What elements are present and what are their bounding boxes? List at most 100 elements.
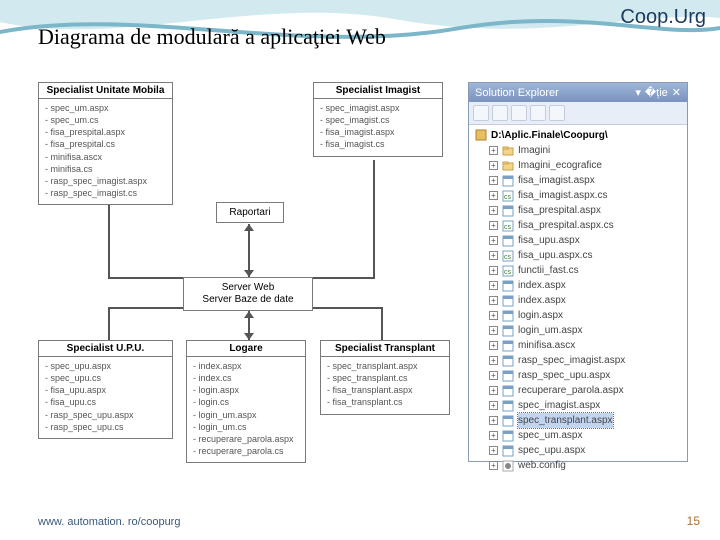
expand-icon[interactable]: + xyxy=(489,236,498,245)
tree-item[interactable]: +web.config xyxy=(489,458,683,473)
toolbar-button[interactable] xyxy=(511,105,527,121)
expand-icon[interactable]: + xyxy=(489,386,498,395)
expand-icon[interactable]: + xyxy=(489,206,498,215)
tree-item[interactable]: +csfisa_upu.aspx.cs xyxy=(489,248,683,263)
box-specialist-imagist: Specialist Imagist - spec_imagist.aspx- … xyxy=(313,82,443,157)
svg-text:cs: cs xyxy=(504,254,512,261)
box-title: Specialist Unitate Mobila xyxy=(39,83,172,99)
tree-item-label: index.aspx xyxy=(518,278,566,293)
toolbar-button[interactable] xyxy=(549,105,565,121)
box-label-line: Server Baze de date xyxy=(190,294,306,306)
tree-item[interactable]: +csfisa_prespital.aspx.cs xyxy=(489,218,683,233)
tree-list: + Imagini + Imagini_ecografice + fisa_imagist… xyxy=(489,143,683,473)
expand-icon[interactable]: + xyxy=(489,221,498,230)
solution-explorer: Solution Explorer ▾ �ție ✕ D:\Aplic.Fina… xyxy=(468,82,688,462)
expand-icon[interactable]: + xyxy=(489,296,498,305)
file-icon xyxy=(502,430,514,442)
expand-icon[interactable]: + xyxy=(489,191,498,200)
tree-item[interactable]: +spec_transplant.aspx xyxy=(489,413,683,428)
list-item: - fisa_prespital.aspx xyxy=(45,126,166,138)
tree-item-label: Imagini xyxy=(518,143,550,158)
brand-label: Coop.Urg xyxy=(620,6,706,29)
box-label: Raportari xyxy=(229,207,270,218)
expand-icon[interactable]: + xyxy=(489,326,498,335)
box-items: - index.aspx- index.cs- login.aspx- logi… xyxy=(187,357,305,462)
tree-item[interactable]: + fisa_imagist.aspx xyxy=(489,173,683,188)
file-icon: cs xyxy=(502,265,514,277)
tree-item[interactable]: + Imagini xyxy=(489,143,683,158)
slide-title: Diagrama de modulară a aplicaţiei Web xyxy=(38,24,386,50)
box-title: Specialist U.P.U. xyxy=(39,341,172,357)
expand-icon[interactable]: + xyxy=(489,281,498,290)
expand-icon[interactable]: + xyxy=(489,341,498,350)
expand-icon[interactable]: + xyxy=(489,176,498,185)
tree-item-label: spec_imagist.aspx xyxy=(518,398,600,413)
tree-item[interactable]: +csfisa_imagist.aspx.cs xyxy=(489,188,683,203)
tree-item-label: spec_upu.aspx xyxy=(518,443,585,458)
tree-item-label: fisa_prespital.aspx.cs xyxy=(518,218,614,233)
list-item: - fisa_transplant.cs xyxy=(327,396,443,408)
tree-item-label: login.aspx xyxy=(518,308,563,323)
expand-icon[interactable]: + xyxy=(489,251,498,260)
box-server: Server Web Server Baze de date xyxy=(183,277,313,311)
list-item: - fisa_transplant.aspx xyxy=(327,384,443,396)
file-icon: cs xyxy=(502,250,514,262)
tree-root[interactable]: D:\Aplic.Finale\Coopurg\ xyxy=(475,129,683,141)
box-title: Logare xyxy=(187,341,305,357)
box-title: Specialist Transplant xyxy=(321,341,449,357)
tree-item-label: fisa_imagist.aspx xyxy=(518,173,595,188)
tree-item[interactable]: +login_um.aspx xyxy=(489,323,683,338)
expand-icon[interactable]: + xyxy=(489,401,498,410)
tree-item[interactable]: +rasp_spec_imagist.aspx xyxy=(489,353,683,368)
tree-item[interactable]: +minifisa.ascx xyxy=(489,338,683,353)
toolbar-button[interactable] xyxy=(473,105,489,121)
list-item: - spec_imagist.cs xyxy=(320,114,436,126)
tree-item[interactable]: + login.aspx xyxy=(489,308,683,323)
expand-icon[interactable]: + xyxy=(489,161,498,170)
tree-item[interactable]: +index.aspx xyxy=(489,293,683,308)
expand-icon[interactable]: + xyxy=(489,266,498,275)
file-icon: cs xyxy=(502,190,514,202)
toolbar-button[interactable] xyxy=(492,105,508,121)
tree-item[interactable]: + spec_imagist.aspx xyxy=(489,398,683,413)
box-specialist-transplant: Specialist Transplant - spec_transplant.… xyxy=(320,340,450,415)
list-item: - spec_upu.cs xyxy=(45,372,166,384)
explorer-tree: D:\Aplic.Finale\Coopurg\ + Imagini + Imagin… xyxy=(469,125,687,477)
pin-icon[interactable]: ▾ xyxy=(635,86,641,99)
tree-root-label: D:\Aplic.Finale\Coopurg\ xyxy=(491,130,608,141)
box-specialist-mobila: Specialist Unitate Mobila - spec_um.aspx… xyxy=(38,82,173,205)
tree-item[interactable]: + Imagini_ecografice xyxy=(489,158,683,173)
file-icon xyxy=(502,385,514,397)
autohide-icon[interactable]: �ție xyxy=(645,86,668,99)
expand-icon[interactable]: + xyxy=(489,446,498,455)
close-icon[interactable]: ✕ xyxy=(672,86,681,99)
list-item: - spec_transplant.cs xyxy=(327,372,443,384)
tree-item-label: Imagini_ecografice xyxy=(518,158,602,173)
tree-item[interactable]: +rasp_spec_upu.aspx xyxy=(489,368,683,383)
list-item: - rasp_spec_imagist.cs xyxy=(45,187,166,199)
tree-item[interactable]: +spec_um.aspx xyxy=(489,428,683,443)
file-icon xyxy=(502,280,514,292)
box-items: - spec_imagist.aspx- spec_imagist.cs- fi… xyxy=(314,99,442,156)
tree-item[interactable]: +csfunctii_fast.cs xyxy=(489,263,683,278)
tree-item[interactable]: +fisa_upu.aspx xyxy=(489,233,683,248)
expand-icon[interactable]: + xyxy=(489,371,498,380)
toolbar-button[interactable] xyxy=(530,105,546,121)
expand-icon[interactable]: + xyxy=(489,431,498,440)
tree-item-label: fisa_prespital.aspx xyxy=(518,203,601,218)
tree-item[interactable]: + fisa_prespital.aspx xyxy=(489,203,683,218)
expand-icon[interactable]: + xyxy=(489,311,498,320)
tree-item[interactable]: + spec_upu.aspx xyxy=(489,443,683,458)
list-item: - login_um.aspx xyxy=(193,409,299,421)
expand-icon[interactable]: + xyxy=(489,461,498,470)
box-logare: Logare - index.aspx- index.cs- login.asp… xyxy=(186,340,306,463)
file-icon xyxy=(502,340,514,352)
expand-icon[interactable]: + xyxy=(489,416,498,425)
tree-item[interactable]: + index.aspx xyxy=(489,278,683,293)
expand-icon[interactable]: + xyxy=(489,356,498,365)
file-icon xyxy=(502,205,514,217)
tree-item[interactable]: +recuperare_parola.aspx xyxy=(489,383,683,398)
expand-icon[interactable]: + xyxy=(489,146,498,155)
file-icon xyxy=(502,445,514,457)
box-specialist-upu: Specialist U.P.U. - spec_upu.aspx- spec_… xyxy=(38,340,173,439)
